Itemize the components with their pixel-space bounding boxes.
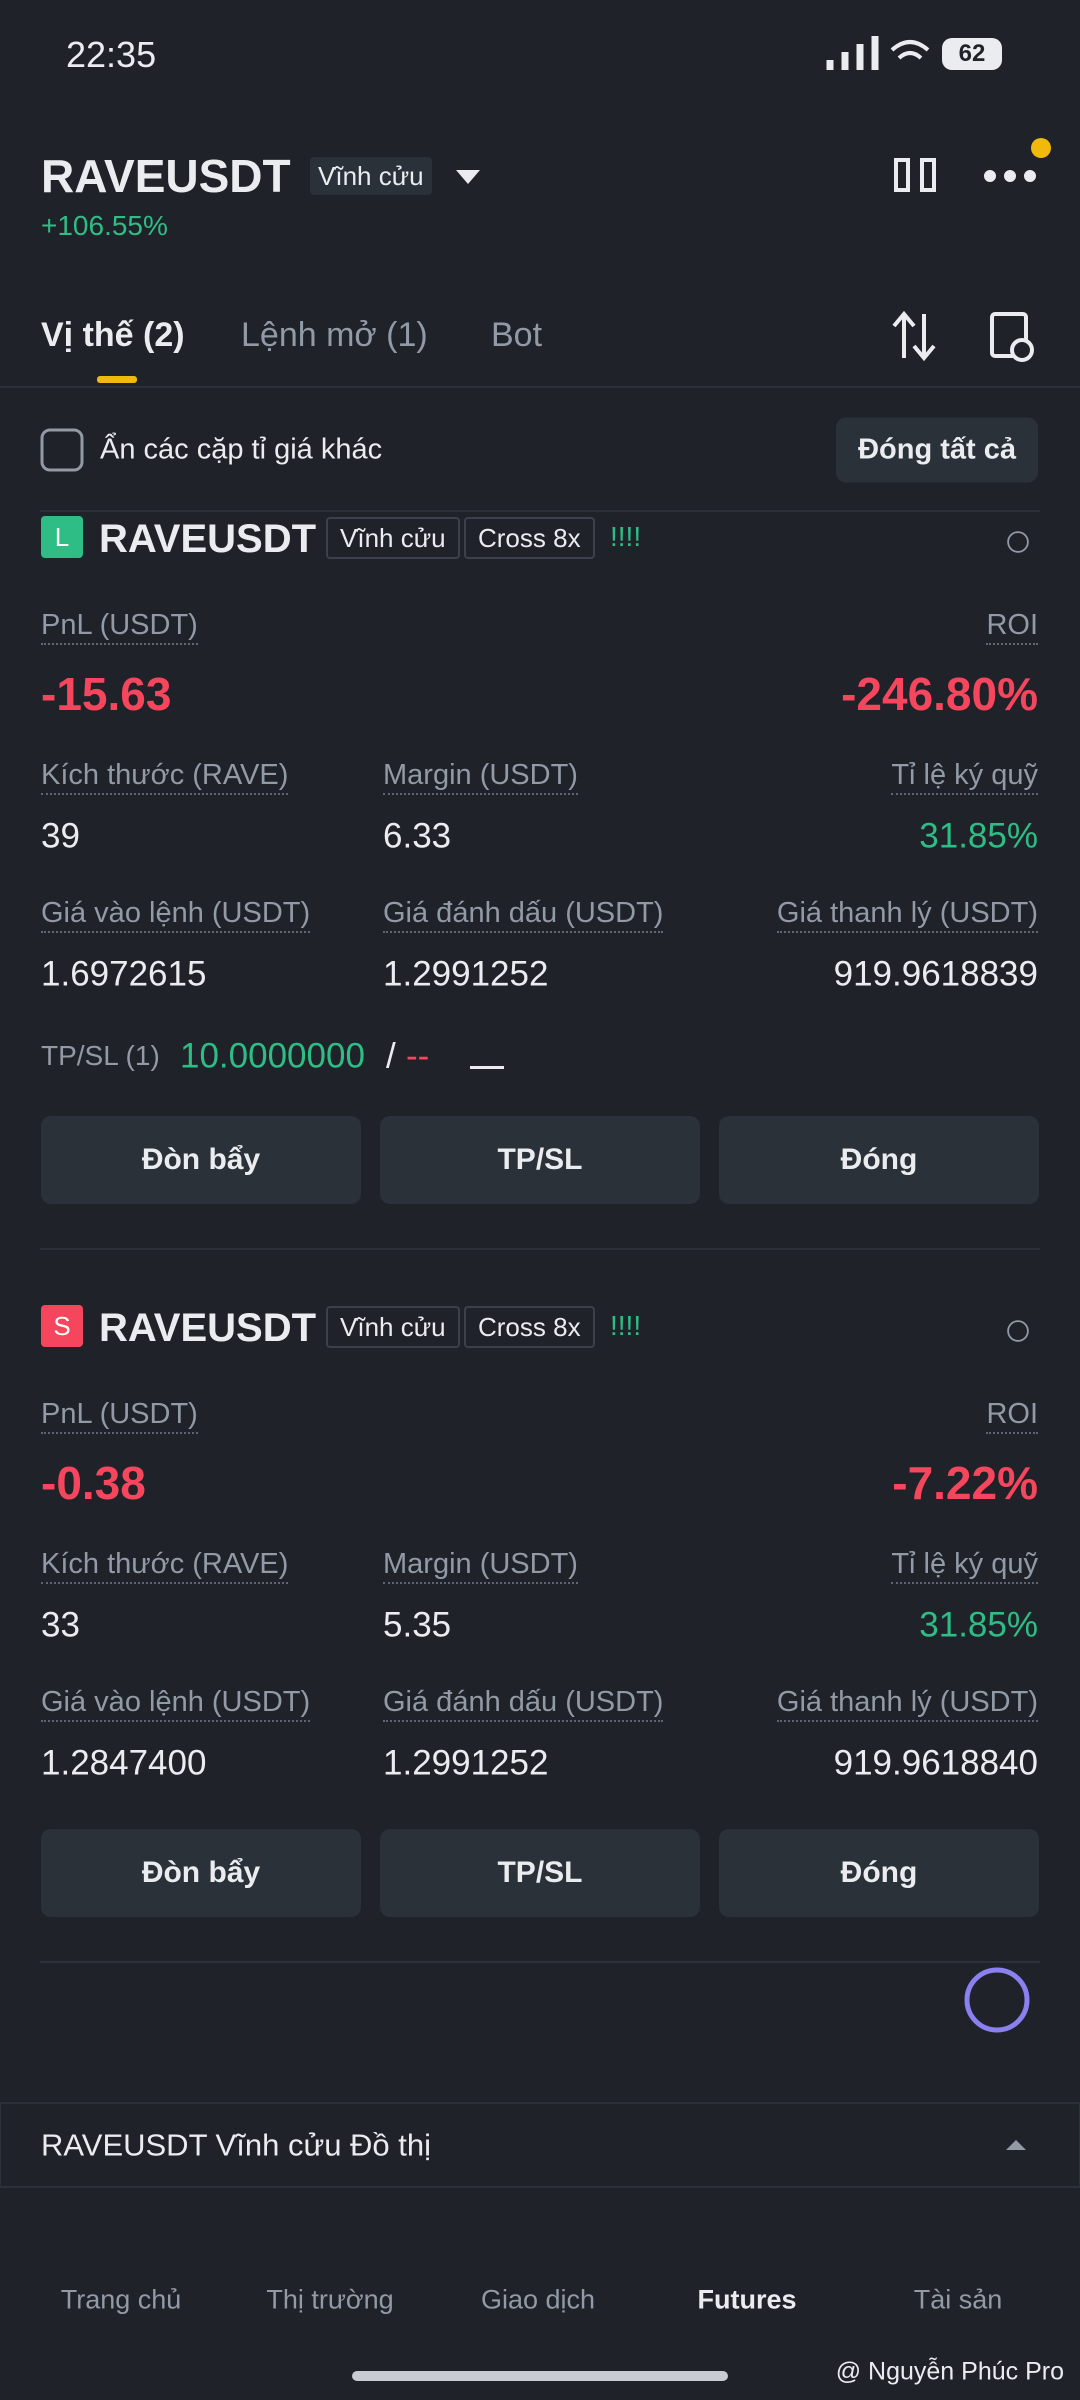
field-label: Margin (USDT) [383, 761, 578, 795]
action-button[interactable]: Đóng [719, 1829, 1039, 1917]
signal: !!!! [610, 521, 642, 552]
pnl-label: PnL (USDT) [41, 1400, 198, 1434]
field-value: 1.6972615 [41, 954, 207, 994]
nav-item[interactable]: Thị trường [266, 2284, 394, 2315]
badge: Vĩnh cửu [310, 157, 432, 195]
field-value: 33 [41, 1605, 80, 1645]
pnl-label: PnL (USDT) [41, 611, 198, 645]
position-symbol: RAVEUSDT [99, 1306, 317, 1350]
field-value: 1.2847400 [41, 1743, 207, 1783]
sl-value: -- [406, 1036, 430, 1076]
field-label: Tỉ lệ ký quỹ [891, 761, 1038, 795]
field-value: 6.33 [383, 816, 452, 856]
pnl-value: -0.38 [41, 1457, 146, 1509]
roi-value: -246.80% [841, 668, 1038, 720]
field-label: Giá đánh dấu (USDT) [383, 1688, 664, 1722]
action-button[interactable]: TP/SL [380, 1116, 700, 1204]
share-icon[interactable] [1007, 1320, 1029, 1342]
price-change: +106.55% [41, 210, 168, 241]
tab[interactable]: Lệnh mở (1) [241, 316, 428, 354]
tp-value: 10.0000000 [180, 1036, 365, 1076]
tab[interactable]: Vị thế (2) [41, 316, 185, 354]
close-all-button[interactable]: Đóng tất cả [836, 417, 1038, 483]
action-button[interactable]: Đòn bẩy [41, 1116, 361, 1204]
field-value: 919.9618840 [833, 1743, 1038, 1783]
nav-item[interactable]: Tài sản [913, 2284, 1003, 2315]
signal: !!!! [610, 1310, 642, 1341]
checkbox-label[interactable]: Ẩn các cặp tỉ giá khác [100, 433, 383, 466]
divider [40, 1961, 1040, 1963]
action-button[interactable]: Đòn bẩy [41, 1829, 361, 1917]
field-value: 31.85% [919, 1605, 1038, 1645]
battery-level: 62 [958, 40, 986, 67]
field-value: 31.85% [919, 816, 1038, 856]
field-label: Margin (USDT) [383, 1550, 578, 1584]
nav-item[interactable]: Futures [697, 2284, 797, 2315]
field-value: 919.9618839 [833, 954, 1038, 994]
symbol-title[interactable]: RAVEUSDT [41, 150, 291, 202]
side-badge: S [41, 1305, 83, 1347]
field-label: Giá thanh lý (USDT) [776, 899, 1038, 933]
roi-label: ROI [986, 611, 1038, 645]
field-label: Tỉ lệ ký quỹ [891, 1550, 1038, 1584]
tag: Cross 8x [464, 1306, 595, 1348]
tag: Vĩnh cửu [326, 517, 460, 559]
action-button[interactable]: Đóng [719, 1116, 1039, 1204]
divider [40, 1248, 1040, 1250]
tag: Vĩnh cửu [326, 1306, 460, 1348]
watermark: @ Nguyễn Phúc Pro [835, 2357, 1064, 2386]
edit-icon[interactable] [470, 1040, 504, 1069]
tab[interactable]: Bot [491, 316, 543, 354]
field-value: 39 [41, 816, 80, 856]
status-time: 22:35 [66, 34, 157, 75]
position-symbol: RAVEUSDT [99, 517, 317, 561]
field-label: Giá đánh dấu (USDT) [383, 899, 664, 933]
field-label: Giá vào lệnh (USDT) [41, 1688, 311, 1722]
nav-item[interactable]: Giao dịch [480, 2284, 596, 2315]
field-value: 5.35 [383, 1605, 452, 1645]
field-label: Kích thước (RAVE) [41, 1550, 289, 1584]
field-value: 1.2991252 [383, 954, 549, 994]
roi-value: -7.22% [892, 1457, 1038, 1509]
share-icon[interactable] [1007, 531, 1029, 553]
chart-bar-label[interactable]: RAVEUSDT Vĩnh cửu Đồ thị [41, 2127, 432, 2163]
pnl-value: -15.63 [41, 668, 172, 720]
field-label: Giá thanh lý (USDT) [776, 1688, 1038, 1722]
tpsl-label: TP/SL (1) [41, 1040, 160, 1071]
field-label: Kích thước (RAVE) [41, 761, 289, 795]
field-value: 1.2991252 [383, 1743, 549, 1783]
action-button[interactable]: TP/SL [380, 1829, 700, 1917]
tag: Cross 8x [464, 517, 595, 559]
field-label: Giá vào lệnh (USDT) [41, 899, 311, 933]
side-badge: L [41, 516, 83, 558]
tpsl-sep: / [386, 1036, 396, 1076]
roi-label: ROI [986, 1400, 1038, 1434]
nav-item[interactable]: Trang chủ [60, 2284, 182, 2315]
